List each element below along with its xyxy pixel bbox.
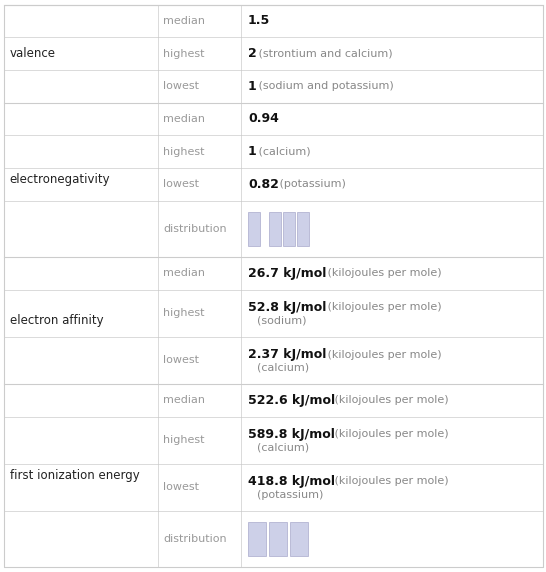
Text: lowest: lowest — [163, 81, 199, 92]
Text: distribution: distribution — [163, 224, 227, 234]
Text: (kilojoules per mole): (kilojoules per mole) — [324, 349, 441, 360]
Text: lowest: lowest — [163, 482, 199, 492]
Text: distribution: distribution — [163, 534, 227, 544]
Text: median: median — [163, 268, 205, 279]
Text: lowest: lowest — [163, 179, 199, 189]
Bar — [248, 522, 266, 556]
Text: (kilojoules per mole): (kilojoules per mole) — [330, 395, 448, 406]
Bar — [269, 212, 281, 246]
Text: median: median — [163, 114, 205, 124]
Bar — [248, 212, 260, 246]
Text: 1: 1 — [248, 145, 257, 158]
Text: (potassium): (potassium) — [276, 179, 346, 189]
Text: (strontium and calcium): (strontium and calcium) — [255, 49, 393, 58]
Text: (potassium): (potassium) — [257, 490, 323, 499]
Text: lowest: lowest — [163, 355, 199, 366]
Text: first ionization energy: first ionization energy — [10, 469, 140, 482]
Text: 1: 1 — [248, 80, 257, 93]
Text: (calcium): (calcium) — [255, 146, 311, 157]
Text: 418.8 kJ/mol: 418.8 kJ/mol — [248, 475, 335, 488]
Text: (calcium): (calcium) — [257, 443, 309, 452]
Text: (calcium): (calcium) — [257, 363, 309, 373]
Text: (kilojoules per mole): (kilojoules per mole) — [330, 476, 448, 486]
Text: 2.37 kJ/mol: 2.37 kJ/mol — [248, 348, 327, 361]
Text: (sodium and potassium): (sodium and potassium) — [255, 81, 394, 92]
Text: (sodium): (sodium) — [257, 316, 306, 325]
Text: (kilojoules per mole): (kilojoules per mole) — [330, 429, 448, 439]
Text: highest: highest — [163, 308, 205, 319]
Text: 522.6 kJ/mol: 522.6 kJ/mol — [248, 394, 335, 407]
Bar — [290, 522, 308, 556]
Text: highest: highest — [163, 435, 205, 445]
Bar — [283, 212, 295, 246]
Text: highest: highest — [163, 146, 205, 157]
Text: electronegativity: electronegativity — [10, 173, 110, 186]
Text: 0.94: 0.94 — [248, 113, 279, 125]
Text: highest: highest — [163, 49, 205, 58]
Text: (kilojoules per mole): (kilojoules per mole) — [324, 268, 441, 279]
Text: (kilojoules per mole): (kilojoules per mole) — [324, 303, 441, 312]
Text: 52.8 kJ/mol: 52.8 kJ/mol — [248, 301, 327, 314]
Text: 1.5: 1.5 — [248, 14, 270, 27]
Text: 589.8 kJ/mol: 589.8 kJ/mol — [248, 428, 335, 441]
Text: electron affinity: electron affinity — [10, 314, 103, 327]
Bar — [269, 522, 287, 556]
Text: 0.82: 0.82 — [248, 178, 279, 190]
Text: 26.7 kJ/mol: 26.7 kJ/mol — [248, 267, 327, 280]
Text: median: median — [163, 395, 205, 406]
Text: valence: valence — [10, 47, 56, 60]
Text: 2: 2 — [248, 47, 257, 60]
Bar — [297, 212, 309, 246]
Text: median: median — [163, 16, 205, 26]
